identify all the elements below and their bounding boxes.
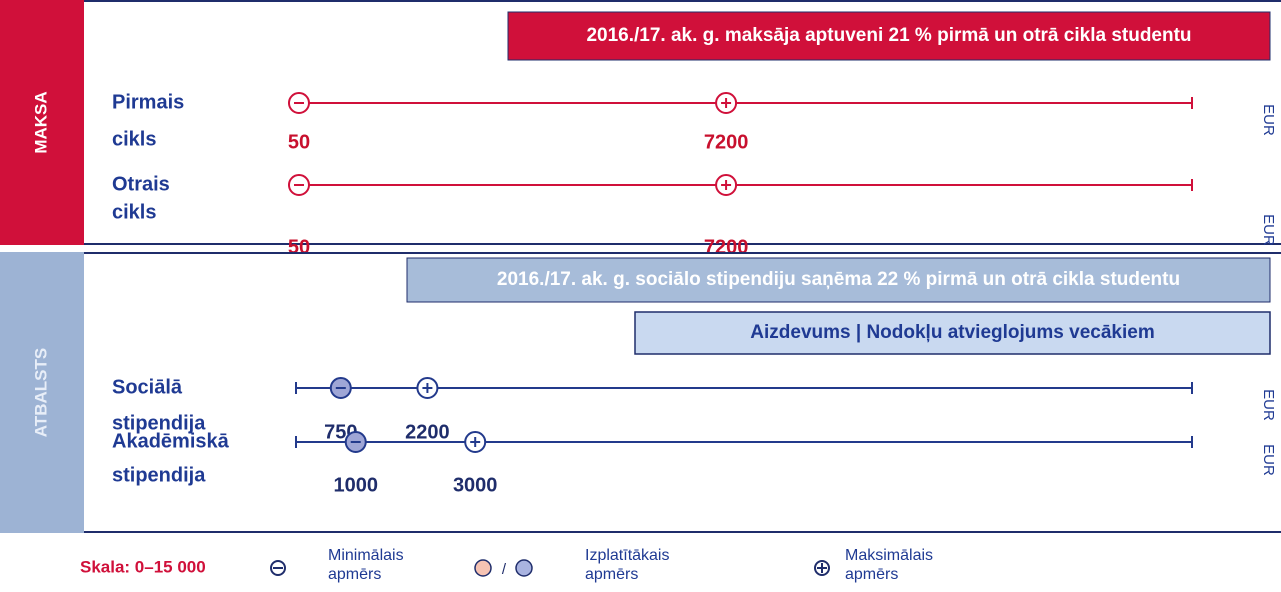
marker <box>814 560 830 576</box>
legend-sep: / <box>502 561 507 578</box>
legend-text: Maksimālais <box>845 547 933 564</box>
value-label: 3000 <box>453 474 498 496</box>
value-label: 2200 <box>405 421 450 443</box>
unit: EUR <box>1260 214 1277 246</box>
unit: EUR <box>1260 389 1277 421</box>
section-label: ATBALSTS <box>31 348 50 437</box>
marker <box>715 174 738 196</box>
section-label: MAKSA <box>31 91 50 153</box>
value-label: 50 <box>288 131 310 153</box>
value-label: 1000 <box>333 474 378 496</box>
row-label: stipendija <box>112 412 206 434</box>
banner <box>634 311 1271 355</box>
marker <box>287 92 310 114</box>
marker <box>329 377 352 399</box>
banner <box>507 11 1271 61</box>
banner-text: 2016./17. ak. g. maksāja aptuveni 21 % p… <box>586 25 1191 46</box>
row-label: cikls <box>112 128 156 150</box>
value-label: 7200 <box>704 236 749 258</box>
value-label: 50 <box>288 236 310 258</box>
banner-text: 2016./17. ak. g. sociālo stipendiju saņē… <box>497 269 1180 290</box>
section-bar <box>0 0 84 245</box>
unit: EUR <box>1260 104 1277 136</box>
row-label: stipendija <box>112 464 206 486</box>
legend-swatch <box>474 559 492 577</box>
section-bar <box>0 252 84 533</box>
legend-text: apmērs <box>845 566 898 583</box>
row-label: cikls <box>112 201 156 223</box>
row-label: Sociālā <box>112 376 183 398</box>
banner <box>406 257 1271 303</box>
marker <box>287 174 310 196</box>
legend-text: Izplatītākais <box>585 547 669 564</box>
row-label: Otrais <box>112 173 170 195</box>
scale-label: Skala: 0–15 000 <box>80 557 206 576</box>
marker <box>270 560 286 576</box>
row-label: Pirmais <box>112 91 184 113</box>
marker <box>464 431 487 453</box>
legend-text: Minimālais <box>328 547 404 564</box>
marker <box>715 92 738 114</box>
legend-swatch <box>515 559 533 577</box>
legend-text: apmērs <box>328 566 381 583</box>
marker <box>344 431 367 453</box>
row-label: Akadēmiskā <box>112 430 230 452</box>
marker <box>416 377 439 399</box>
value-label: 7200 <box>704 131 749 153</box>
banner-text: Aizdevums | Nodokļu atvieglojums vecākie… <box>750 322 1154 343</box>
legend-text: apmērs <box>585 566 638 583</box>
unit: EUR <box>1260 444 1277 476</box>
